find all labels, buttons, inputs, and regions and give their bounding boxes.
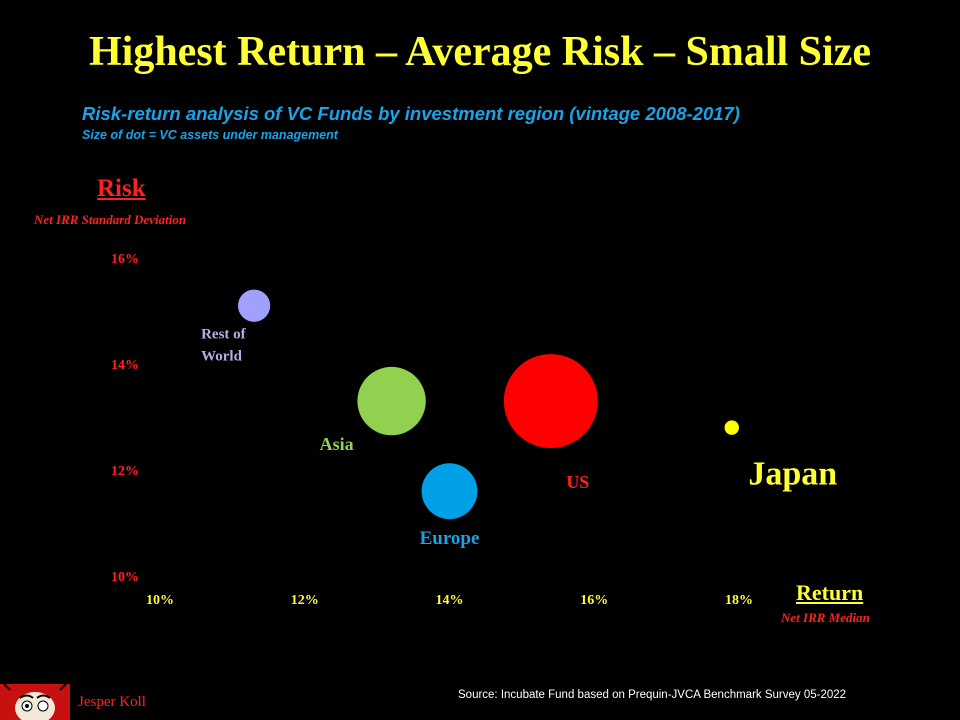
return-axis-title: Return (796, 580, 864, 605)
x-tick-label: 12% (291, 593, 319, 608)
page-title: Highest Return – Average Risk – Small Si… (88, 29, 871, 75)
y-tick-label: 14% (111, 358, 139, 373)
return-axis-subtitle: Net IRR Median (781, 610, 870, 625)
x-tick-label: 14% (436, 593, 464, 608)
bubble-label-europe: Europe (420, 528, 480, 549)
bubble-label-japan: Japan (748, 456, 837, 493)
y-tick-label: 16% (111, 252, 139, 267)
bubble-rest-of-world (237, 289, 271, 322)
y-tick-label: 10% (111, 570, 139, 585)
source-note: Source: Incubate Fund based on Prequin-J… (458, 689, 847, 701)
author-name: Jesper Koll (78, 694, 146, 710)
bubble-label-rest-of-world: Rest of World (201, 327, 247, 365)
bubble-europe (421, 463, 478, 520)
bubble-japan (724, 420, 739, 435)
bubble-label-us: US (566, 472, 589, 492)
x-tick-label: 16% (580, 593, 608, 608)
bubble-us (503, 354, 598, 449)
x-tick-label: 10% (146, 593, 174, 608)
risk-axis-subtitle: Net IRR Standard Deviation (34, 212, 187, 227)
size-note: Size of dot = VC assets under management (82, 128, 338, 142)
daruma-logo (0, 684, 70, 720)
risk-axis-title: Risk (97, 175, 146, 202)
x-tick-label: 18% (725, 593, 753, 608)
chart-subtitle: Risk-return analysis of VC Funds by inve… (82, 103, 740, 124)
bubble-asia (357, 366, 426, 436)
y-tick-label: 12% (111, 464, 139, 479)
bubble-label-asia: Asia (320, 434, 354, 454)
